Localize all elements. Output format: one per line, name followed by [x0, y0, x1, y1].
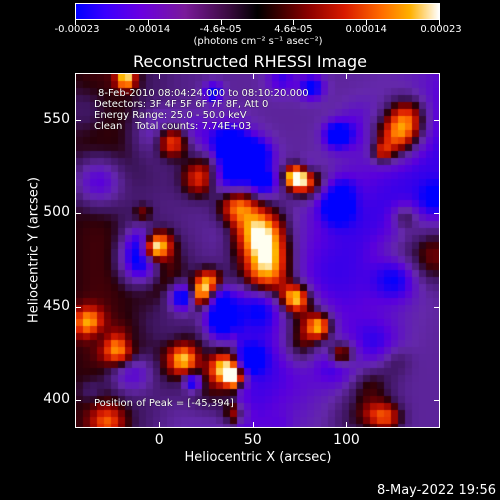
x-tick-mark: [159, 73, 161, 79]
info-detectors: Detectors: 3F 4F 5F 6F 7F 8F, Att 0: [94, 99, 269, 110]
peak-position-label: Position of Peak = [-45,394]: [94, 398, 234, 409]
y-tick-label: 500: [43, 204, 70, 221]
colorbar: [75, 3, 440, 20]
info-method-counts: Clean Total counts: 7.74E+03: [94, 121, 252, 132]
info-time-range: 8-Feb-2010 08:04:24.000 to 08:10:20.000: [98, 88, 309, 99]
colorbar-tick-label: 4.6e-05: [274, 24, 313, 35]
colorbar-tick-label: -0.00014: [125, 24, 171, 35]
y-tick-mark: [75, 119, 81, 121]
x-tick-mark: [346, 73, 348, 79]
x-tick-label: 100: [333, 432, 360, 448]
y-tick-mark: [434, 213, 440, 215]
info-energy-range: Energy Range: 25.0 - 50.0 keV: [94, 110, 247, 121]
plot-area: 8-Feb-2010 08:04:24.000 to 08:10:20.000 …: [75, 73, 440, 428]
y-tick-mark: [75, 306, 81, 308]
x-tick-mark: [252, 422, 254, 428]
x-tick-label: 0: [154, 432, 164, 448]
y-tick-mark: [434, 119, 440, 121]
x-tick-mark: [252, 73, 254, 79]
x-tick-mark: [346, 422, 348, 428]
colorbar-tick-mark: [147, 20, 149, 25]
y-axis-label: Heliocentric Y (arcsec): [26, 177, 42, 323]
colorbar-tick-label: 0.00023: [420, 24, 462, 35]
y-tick-mark: [434, 399, 440, 401]
colorbar-tick-mark: [293, 20, 295, 25]
y-tick-mark: [75, 399, 81, 401]
colorbar-tick-mark: [366, 20, 368, 25]
y-tick-mark: [434, 306, 440, 308]
colorbar-tick-label: 0.00014: [345, 24, 387, 35]
date-stamp: 8-May-2022 19:56: [377, 483, 496, 498]
colorbar-units: (photons cm⁻² s⁻¹ asec⁻²): [193, 36, 323, 47]
colorbar-tick-label: -0.00023: [54, 24, 100, 35]
x-tick-label: 50: [243, 432, 262, 448]
y-tick-label: 550: [43, 110, 70, 127]
y-tick-label: 450: [43, 297, 70, 314]
colorbar-tick-mark: [75, 20, 76, 25]
x-tick-mark: [159, 422, 161, 428]
y-tick-label: 400: [43, 390, 70, 407]
colorbar-tick-mark: [439, 20, 440, 25]
heatmap-image: [76, 74, 439, 427]
colorbar-tick-label: -4.6e-05: [199, 24, 242, 35]
y-tick-mark: [75, 213, 81, 215]
plot-title: Reconstructed RHESSI Image: [133, 52, 367, 71]
colorbar-tick-mark: [220, 20, 222, 25]
x-axis-label: Heliocentric X (arcsec): [184, 450, 332, 465]
